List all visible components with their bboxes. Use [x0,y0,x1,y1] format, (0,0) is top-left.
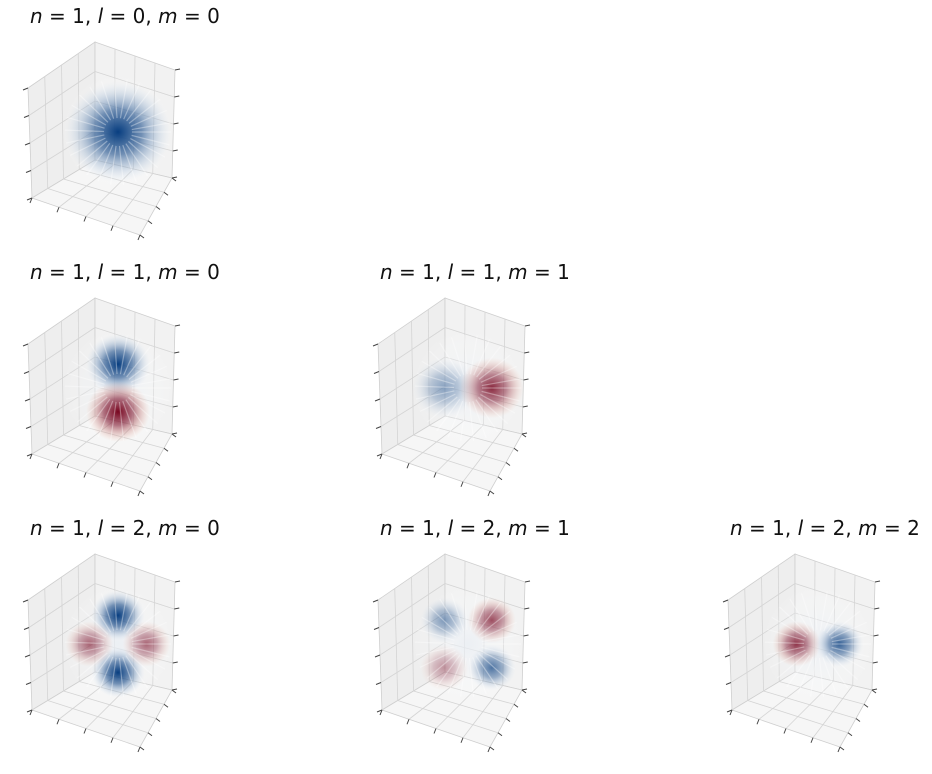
sample-streaks [64,78,172,185]
quantum-value-l: 0 [132,4,146,28]
quantum-value-l: 2 [832,516,846,540]
orbital-lobe [86,333,150,395]
orbital-lobe [467,597,516,643]
subplot-title: n = 1, l = 0, m = 0 [30,4,220,28]
quantum-symbol-l: l [97,516,104,540]
tick-marks [372,324,531,497]
subplot-title: n = 1, l = 1, m = 0 [30,260,220,284]
sample-streaks [764,590,872,697]
quantum-value-l: 1 [132,260,146,284]
quantum-value-m: 2 [907,516,920,540]
quantum-symbol-n: n [380,260,393,284]
orbital-lobe [65,621,114,667]
quantum-symbol-n: n [380,516,393,540]
subplot-title: n = 1, l = 2, m = 2 [730,516,920,540]
sample-streaks [64,334,172,441]
quantum-value-l: 2 [132,516,146,540]
quantum-symbol-n: n [30,516,43,540]
axes-3d [22,41,181,241]
orbital-lobe [86,381,150,443]
axes-3d [22,553,181,753]
quantum-value-n: 1 [72,516,85,540]
axes-3d [722,553,881,753]
quantum-symbol-n: n [730,516,743,540]
tick-marks [22,68,181,241]
axes-3d [372,297,531,497]
quantum-symbol-m: m [858,516,878,540]
quantum-symbol-m: m [158,516,178,540]
quantum-value-n: 1 [72,260,85,284]
sample-streaks [414,334,522,441]
subplot-title: n = 1, l = 2, m = 0 [30,516,220,540]
axes-3d [22,297,181,497]
orbital-lobe [420,645,469,691]
quantum-value-m: 1 [557,516,570,540]
subplot-6: n = 1, l = 2, m = 2 [700,512,930,762]
subplot-4: n = 1, l = 2, m = 0 [0,512,230,762]
orbital-lobe [459,357,524,419]
quantum-value-n: 1 [72,4,85,28]
subplot-title: n = 1, l = 2, m = 1 [380,516,570,540]
tick-marks [372,580,531,753]
orbital-lobe [420,597,469,643]
orbital-lobe [815,621,864,667]
orbital-lobe [467,645,516,691]
orbital-lobe [64,81,172,183]
subplot-1: n = 1, l = 0, m = 0 [0,0,230,250]
quantum-symbol-l: l [97,260,104,284]
quantum-symbol-m: m [508,260,528,284]
quantum-value-m: 0 [207,4,220,28]
tick-marks [722,580,881,753]
quantum-value-m: 0 [207,260,220,284]
quantum-value-m: 0 [207,516,220,540]
sample-streaks [414,590,522,697]
quantum-symbol-m: m [508,516,528,540]
quantum-symbol-l: l [797,516,804,540]
tick-marks [22,324,181,497]
quantum-symbol-n: n [30,260,43,284]
orbital-envelope [62,585,174,703]
subplot-title: n = 1, l = 1, m = 1 [380,260,570,284]
quantum-symbol-l: l [447,516,454,540]
axes-3d [372,553,531,753]
tick-marks [22,580,181,753]
quantum-symbol-l: l [447,260,454,284]
quantum-value-l: 2 [482,516,496,540]
quantum-symbol-l: l [97,4,104,28]
subplot-3: n = 1, l = 1, m = 1 [350,256,580,506]
orbital-lobe [772,621,821,667]
quantum-symbol-m: m [158,260,178,284]
quantum-symbol-m: m [158,4,178,28]
quantum-value-l: 1 [482,260,496,284]
quantum-symbol-n: n [30,4,43,28]
quantum-value-n: 1 [422,260,435,284]
subplot-5: n = 1, l = 2, m = 1 [350,512,580,762]
quantum-value-n: 1 [772,516,785,540]
orbital-lobe [122,621,171,667]
sample-streaks [64,590,172,697]
subplot-2: n = 1, l = 1, m = 0 [0,256,230,506]
orbital-lobe [412,357,477,419]
quantum-value-m: 1 [557,260,570,284]
quantum-value-n: 1 [422,516,435,540]
